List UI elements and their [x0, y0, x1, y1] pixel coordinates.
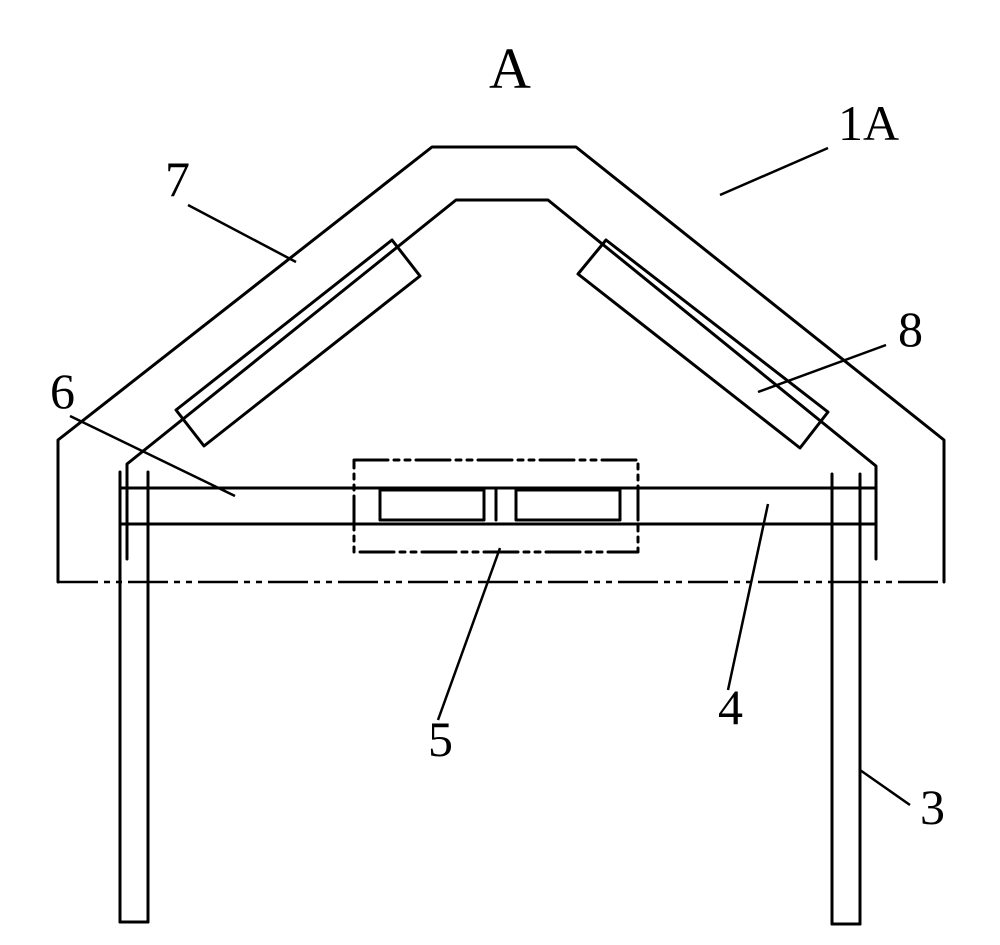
label-8: 8 [898, 301, 923, 357]
label-3: 3 [920, 779, 945, 835]
label-1A: 1A [838, 95, 899, 151]
label-7: 7 [165, 151, 190, 207]
diagram-title: A [489, 36, 531, 101]
label-5: 5 [428, 711, 453, 767]
label-4: 4 [718, 679, 743, 735]
diagram-svg: A 1A 7 8 6 5 4 3 [0, 0, 1000, 945]
label-6: 6 [50, 363, 75, 419]
